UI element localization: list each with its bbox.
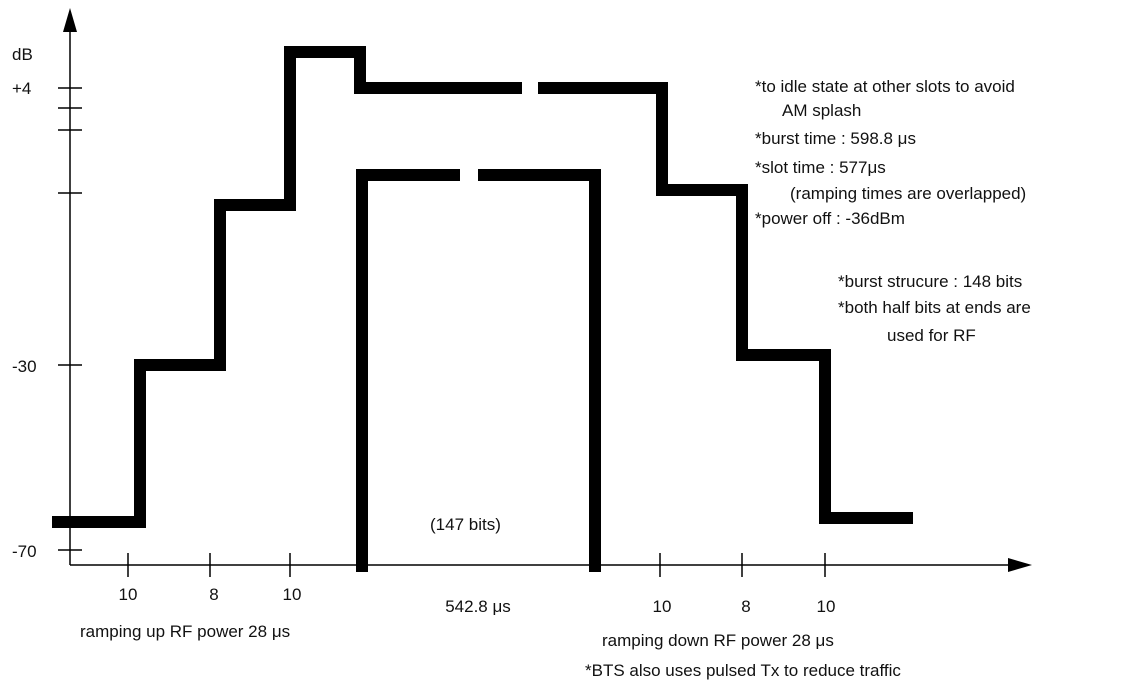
x-label: 10 xyxy=(119,585,138,604)
note: *burst strucure : 148 bits xyxy=(838,272,1022,291)
note: AM splash xyxy=(782,101,861,120)
lower-mask-right xyxy=(478,169,601,572)
lower-mask-left xyxy=(356,169,460,572)
caption: *BTS also uses pulsed Tx to reduce traff… xyxy=(585,661,901,680)
y-arrow xyxy=(63,8,77,32)
y-unit: dB xyxy=(12,45,33,64)
x-label: 10 xyxy=(653,597,672,616)
note: *both half bits at ends are xyxy=(838,298,1031,317)
x-label: 542.8 μs xyxy=(445,597,511,616)
x-ticks xyxy=(127,553,826,577)
note: *to idle state at other slots to avoid xyxy=(755,77,1015,96)
y-label: -30 xyxy=(12,357,37,376)
y-label: +4 xyxy=(12,79,31,98)
caption: (147 bits) xyxy=(430,515,501,534)
caption: ramping down RF power 28 μs xyxy=(602,631,834,650)
note: *burst time : 598.8 μs xyxy=(755,129,916,148)
y-label: -70 xyxy=(12,542,37,561)
note: *slot time : 577μs xyxy=(755,158,886,177)
x-label: 8 xyxy=(741,597,750,616)
x-label: 8 xyxy=(209,585,218,604)
note: *power off : -36dBm xyxy=(755,209,905,228)
y-ticks xyxy=(58,87,82,551)
upper-mask-right xyxy=(538,82,913,524)
x-arrow xyxy=(1008,558,1032,572)
x-label: 10 xyxy=(283,585,302,604)
note: used for RF xyxy=(887,326,976,345)
caption: ramping up RF power 28 μs xyxy=(80,622,290,641)
x-label: 10 xyxy=(817,597,836,616)
note: (ramping times are overlapped) xyxy=(790,184,1026,203)
upper-mask-left xyxy=(52,46,522,528)
